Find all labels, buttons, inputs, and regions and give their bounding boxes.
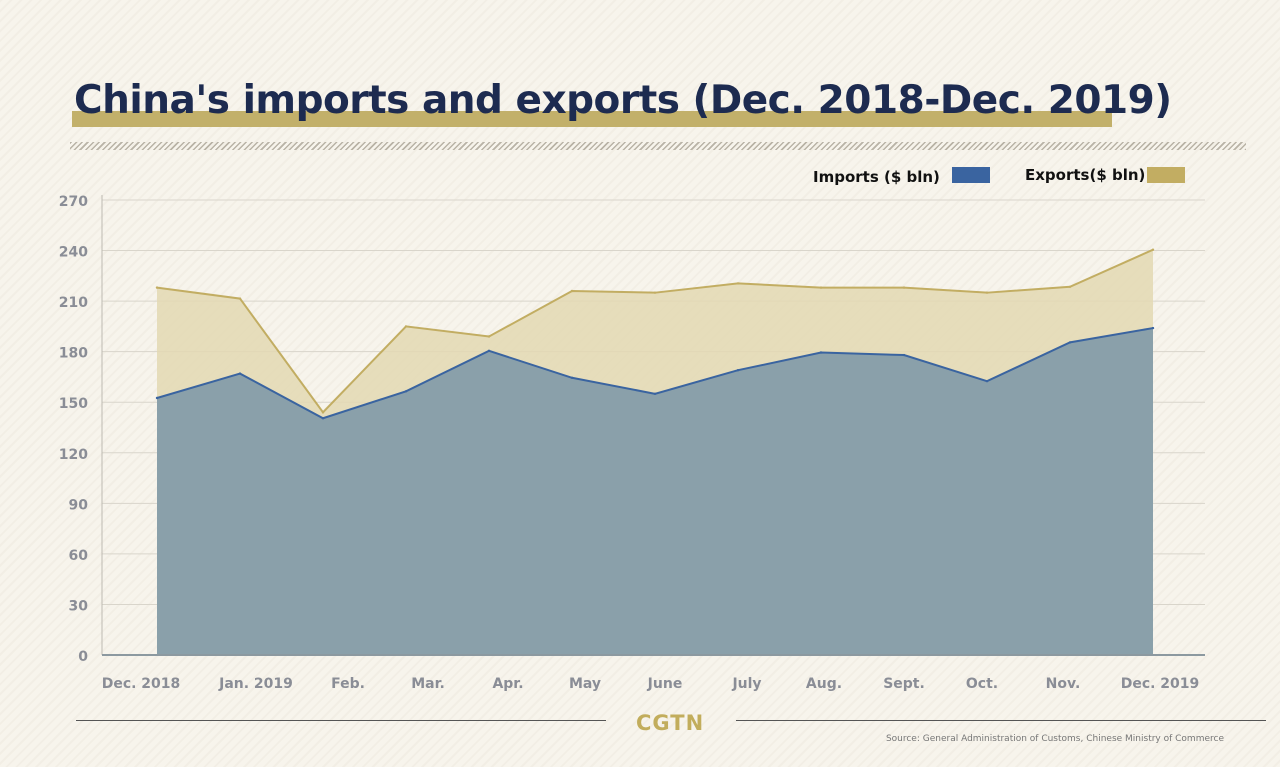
imports-point [819, 351, 823, 354]
exports-point [1151, 248, 1155, 251]
x-tick-label: June [647, 676, 683, 692]
y-tick-label: 270 [59, 194, 88, 210]
imports-point [1151, 326, 1155, 330]
x-tick-label: Dec. 2018 [102, 676, 181, 692]
exports-point [321, 411, 325, 414]
imports-point [238, 372, 242, 375]
legend-swatch-imports [952, 167, 990, 183]
x-tick-label: Apr. [492, 676, 523, 692]
exports-point [736, 282, 740, 285]
x-tick-label: Mar. [411, 676, 445, 692]
y-tick-label: 150 [59, 396, 88, 412]
x-tick-label: May [569, 676, 601, 692]
legend-swatch-exports [1147, 167, 1185, 183]
y-tick-label: 180 [59, 346, 88, 362]
x-tick-label: Jan. 2019 [218, 676, 293, 692]
chart-title: China's imports and exports (Dec. 2018-D… [74, 78, 1172, 123]
exports-point [902, 286, 906, 289]
y-tick-label: 0 [78, 649, 88, 665]
imports-point [404, 390, 408, 393]
legend-label-exports: Exports($ bln) [1025, 166, 1146, 184]
exports-point [238, 297, 242, 300]
imports-point [1068, 341, 1072, 344]
exports-point [570, 289, 574, 293]
exports-area [157, 249, 1153, 419]
y-tick-label: 30 [69, 598, 89, 614]
exports-point [155, 286, 159, 289]
exports-point [404, 325, 408, 328]
x-tick-label: Oct. [966, 676, 998, 692]
x-tick-label: Sept. [883, 676, 925, 692]
imports-point [902, 353, 906, 357]
exports-point [487, 335, 491, 338]
exports-point [1068, 285, 1072, 288]
y-tick-label: 240 [59, 245, 88, 261]
imports-point [321, 417, 325, 420]
x-tick-label: Dec. 2019 [1121, 676, 1200, 692]
y-tick-label: 210 [59, 295, 88, 311]
imports-area [157, 328, 1153, 655]
title-block: China's imports and exports (Dec. 2018-D… [70, 78, 1172, 138]
imports-point [985, 379, 989, 383]
imports-point [570, 376, 574, 379]
exports-point [819, 286, 823, 289]
x-tick-label: Nov. [1046, 676, 1081, 692]
y-tick-label: 60 [69, 548, 89, 564]
imports-point [155, 396, 159, 400]
imports-point [487, 349, 491, 353]
x-tick-label: Feb. [331, 676, 365, 692]
source-note: Source: General Administration of Custom… [885, 734, 1224, 744]
x-tick-label: Aug. [806, 676, 842, 692]
imports-point [653, 392, 657, 395]
footer-line-right [736, 720, 1266, 721]
exports-point [653, 291, 657, 294]
legend-label-imports: Imports ($ bln) [813, 168, 940, 186]
hatched-divider [70, 142, 1246, 150]
y-tick-label: 120 [59, 447, 88, 463]
y-tick-label: 90 [69, 497, 89, 513]
footer-line-left [76, 720, 606, 721]
imports-point [736, 369, 740, 372]
brand-logo: CGTN [636, 711, 705, 735]
x-tick-label: July [731, 676, 761, 692]
exports-point [985, 291, 989, 294]
title-underline [72, 111, 1112, 127]
